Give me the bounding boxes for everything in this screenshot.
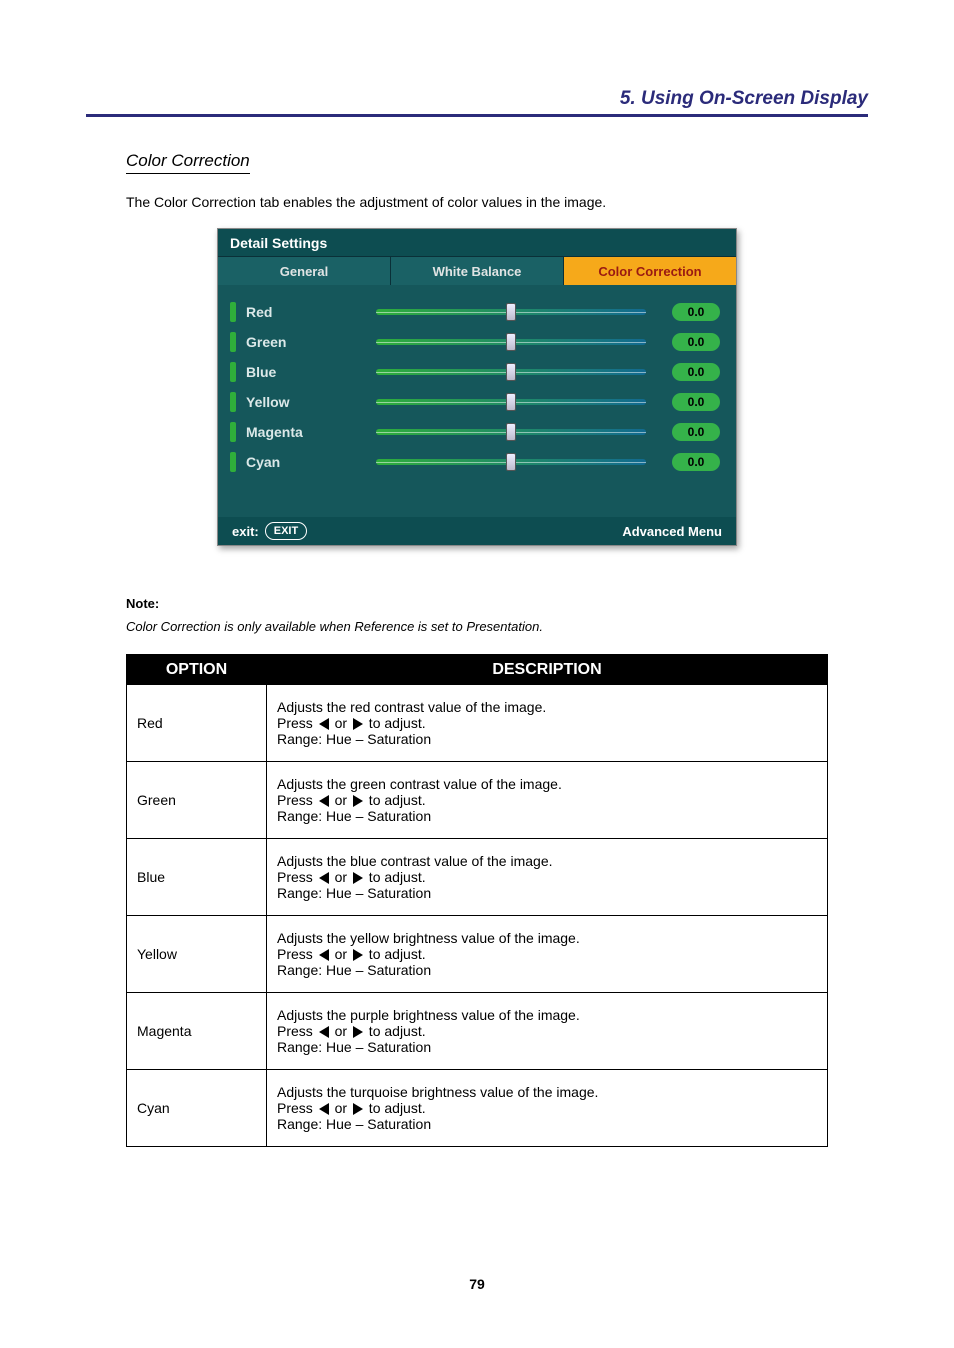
description-cell: Adjusts the green contrast value of the … bbox=[267, 762, 828, 839]
left-arrow-icon bbox=[319, 718, 329, 730]
osd-body: Red 0.0 Green 0.0 Blue 0.0 Yellow 0.0 Magenta 0.0… bbox=[218, 285, 736, 517]
osd-titlebar: Detail Settings bbox=[218, 229, 736, 257]
note-body: Color Correction is only available when … bbox=[126, 619, 868, 634]
right-arrow-icon bbox=[353, 872, 363, 884]
option-cell: Cyan bbox=[127, 1070, 267, 1147]
osd-tab[interactable]: Color Correction bbox=[564, 257, 736, 285]
slider-handle[interactable] bbox=[506, 363, 516, 381]
table-row: RedAdjusts the red contrast value of the… bbox=[127, 685, 828, 762]
exit-indicator: exit:EXIT bbox=[232, 522, 307, 540]
right-arrow-icon bbox=[353, 1103, 363, 1115]
left-arrow-icon bbox=[319, 872, 329, 884]
subsection-title: Color Correction bbox=[126, 151, 250, 174]
left-arrow-icon bbox=[319, 1026, 329, 1038]
table-row: BlueAdjusts the blue contrast value of t… bbox=[127, 839, 828, 916]
note-label: Note: bbox=[126, 596, 868, 611]
table-header-option: OPTION bbox=[127, 655, 267, 685]
description-cell: Adjusts the yellow brightness value of t… bbox=[267, 916, 828, 993]
table-row: YellowAdjusts the yellow brightness valu… bbox=[127, 916, 828, 993]
option-cell: Magenta bbox=[127, 993, 267, 1070]
row-indicator bbox=[230, 332, 236, 352]
slider-handle[interactable] bbox=[506, 423, 516, 441]
row-indicator bbox=[230, 302, 236, 322]
left-arrow-icon bbox=[319, 949, 329, 961]
left-arrow-icon bbox=[319, 1103, 329, 1115]
osd-row: Green 0.0 bbox=[230, 327, 720, 357]
slider-value: 0.0 bbox=[672, 423, 720, 441]
slider-value: 0.0 bbox=[672, 393, 720, 411]
page-number: 79 bbox=[0, 1276, 954, 1292]
slider[interactable] bbox=[376, 457, 646, 467]
slider-handle[interactable] bbox=[506, 393, 516, 411]
slider-value: 0.0 bbox=[672, 303, 720, 321]
slider[interactable] bbox=[376, 367, 646, 377]
osd-footer: exit:EXIT Advanced Menu bbox=[218, 517, 736, 545]
slider[interactable] bbox=[376, 307, 646, 317]
description-cell: Adjusts the blue contrast value of the i… bbox=[267, 839, 828, 916]
row-indicator bbox=[230, 392, 236, 412]
osd-tab[interactable]: White Balance bbox=[391, 257, 564, 285]
description-cell: Adjusts the purple brightness value of t… bbox=[267, 993, 828, 1070]
row-label: Magenta bbox=[246, 424, 366, 440]
slider-value: 0.0 bbox=[672, 363, 720, 381]
osd-screenshot: Detail SettingsGeneralWhite BalanceColor… bbox=[217, 228, 737, 546]
osd-row: Magenta 0.0 bbox=[230, 417, 720, 447]
table-row: GreenAdjusts the green contrast value of… bbox=[127, 762, 828, 839]
slider[interactable] bbox=[376, 337, 646, 347]
slider-value: 0.0 bbox=[672, 453, 720, 471]
row-indicator bbox=[230, 362, 236, 382]
table-header-description: DESCRIPTION bbox=[267, 655, 828, 685]
row-label: Green bbox=[246, 334, 366, 350]
row-label: Red bbox=[246, 304, 366, 320]
right-arrow-icon bbox=[353, 949, 363, 961]
description-cell: Adjusts the turquoise brightness value o… bbox=[267, 1070, 828, 1147]
slider[interactable] bbox=[376, 427, 646, 437]
table-row: CyanAdjusts the turquoise brightness val… bbox=[127, 1070, 828, 1147]
osd-row: Cyan 0.0 bbox=[230, 447, 720, 477]
osd-tab[interactable]: General bbox=[218, 257, 391, 285]
row-indicator bbox=[230, 452, 236, 472]
slider-handle[interactable] bbox=[506, 453, 516, 471]
slider-handle[interactable] bbox=[506, 333, 516, 351]
osd-row: Yellow 0.0 bbox=[230, 387, 720, 417]
row-label: Cyan bbox=[246, 454, 366, 470]
osd-row: Red 0.0 bbox=[230, 297, 720, 327]
right-arrow-icon bbox=[353, 1026, 363, 1038]
slider[interactable] bbox=[376, 397, 646, 407]
option-cell: Green bbox=[127, 762, 267, 839]
subsection-desc: The Color Correction tab enables the adj… bbox=[126, 194, 868, 210]
description-cell: Adjusts the red contrast value of the im… bbox=[267, 685, 828, 762]
row-label: Blue bbox=[246, 364, 366, 380]
left-arrow-icon bbox=[319, 795, 329, 807]
exit-button-icon: EXIT bbox=[265, 522, 307, 540]
advanced-menu-label: Advanced Menu bbox=[622, 524, 722, 539]
options-table: OPTION DESCRIPTION RedAdjusts the red co… bbox=[126, 654, 828, 1147]
section-title: 5. Using On-Screen Display bbox=[620, 88, 868, 109]
osd-row: Blue 0.0 bbox=[230, 357, 720, 387]
option-cell: Yellow bbox=[127, 916, 267, 993]
table-row: MagentaAdjusts the purple brightness val… bbox=[127, 993, 828, 1070]
right-arrow-icon bbox=[353, 718, 363, 730]
row-indicator bbox=[230, 422, 236, 442]
slider-value: 0.0 bbox=[672, 333, 720, 351]
slider-handle[interactable] bbox=[506, 303, 516, 321]
right-arrow-icon bbox=[353, 795, 363, 807]
osd-tabs: GeneralWhite BalanceColor Correction bbox=[218, 257, 736, 285]
row-label: Yellow bbox=[246, 394, 366, 410]
option-cell: Red bbox=[127, 685, 267, 762]
option-cell: Blue bbox=[127, 839, 267, 916]
section-header: 5. Using On-Screen Display bbox=[86, 88, 868, 117]
